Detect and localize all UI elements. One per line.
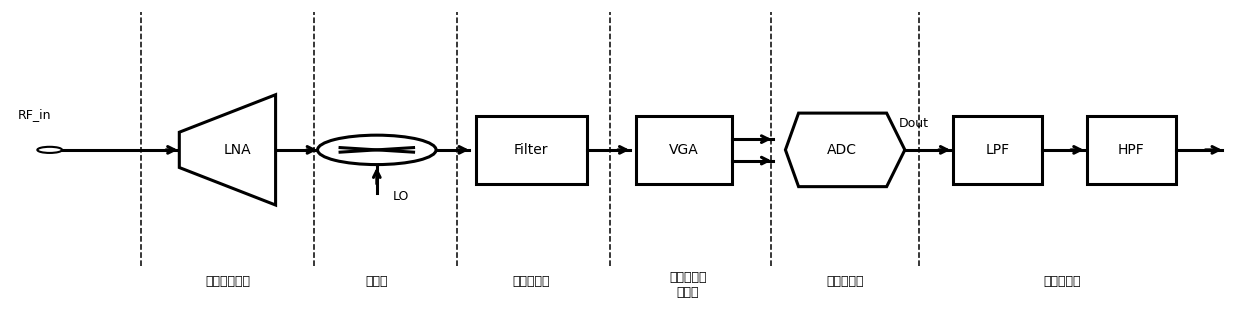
Text: Filter: Filter <box>513 143 548 157</box>
Text: LNA: LNA <box>223 143 252 157</box>
FancyBboxPatch shape <box>954 116 1042 183</box>
Text: 可编程增益
放大器: 可编程增益 放大器 <box>670 271 707 299</box>
Text: LPF: LPF <box>986 143 1009 157</box>
Text: HPF: HPF <box>1117 143 1145 157</box>
Text: RF_in: RF_in <box>17 108 51 121</box>
Text: 模拟滤波器: 模拟滤波器 <box>512 275 549 288</box>
Text: 混频器: 混频器 <box>366 275 388 288</box>
Circle shape <box>317 135 436 165</box>
Text: VGA: VGA <box>670 143 699 157</box>
Text: LO: LO <box>393 190 409 203</box>
Text: Dout: Dout <box>899 117 929 130</box>
Text: 低噪声放大器: 低噪声放大器 <box>205 275 250 288</box>
FancyBboxPatch shape <box>636 116 733 183</box>
Text: ADC: ADC <box>827 143 857 157</box>
Text: 模数转化器: 模数转化器 <box>826 275 863 288</box>
Circle shape <box>37 147 62 153</box>
FancyBboxPatch shape <box>476 116 587 183</box>
Polygon shape <box>785 113 905 187</box>
FancyBboxPatch shape <box>1086 116 1176 183</box>
Polygon shape <box>180 95 275 205</box>
Text: 数字滤波器: 数字滤波器 <box>1043 275 1081 288</box>
